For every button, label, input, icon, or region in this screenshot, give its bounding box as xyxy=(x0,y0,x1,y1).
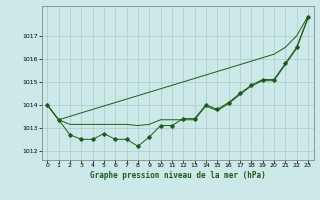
X-axis label: Graphe pression niveau de la mer (hPa): Graphe pression niveau de la mer (hPa) xyxy=(90,171,266,180)
